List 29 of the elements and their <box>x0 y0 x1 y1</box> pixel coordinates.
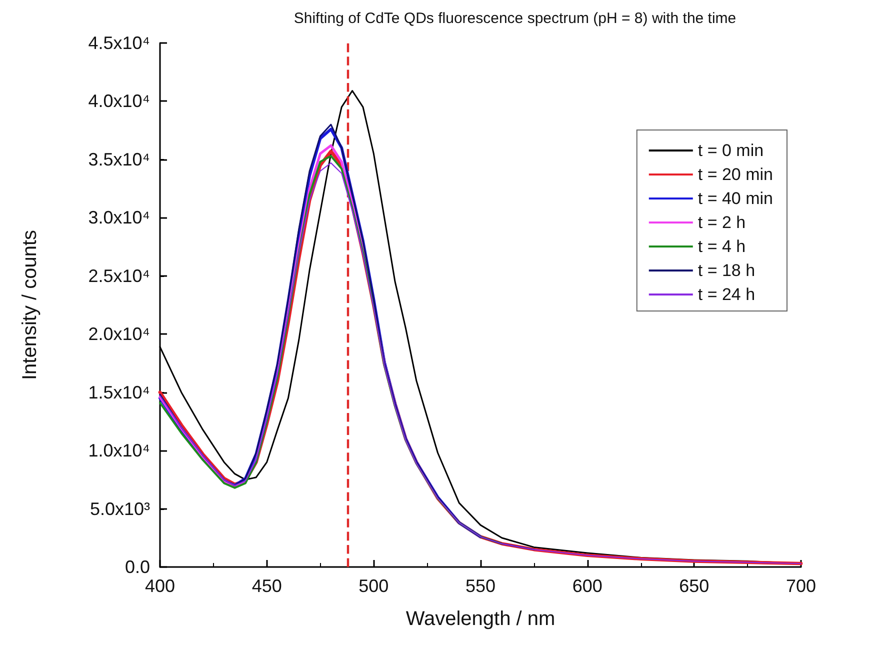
y-tick-label: 2.0x10⁴ <box>88 324 150 344</box>
x-tick-label: 700 <box>786 576 816 596</box>
y-tick-label: 4.0x10⁴ <box>88 91 150 112</box>
legend-label: t = 40 min <box>698 189 774 208</box>
legend-label: t = 2 h <box>698 213 746 232</box>
chart-title: Shifting of CdTe QDs fluorescence spectrum (pH = 8) with the time <box>294 10 736 27</box>
x-tick-label: 650 <box>679 576 710 596</box>
y-tick-label: 0.0 <box>124 557 150 577</box>
legend-label: t = 18 h <box>698 261 756 280</box>
y-tick-label: 3.5x10⁴ <box>88 149 150 170</box>
x-tick-label: 600 <box>572 576 602 596</box>
x-axis-title: Wavelength / nm <box>406 608 556 630</box>
y-tick-label: 2.5x10⁴ <box>88 266 150 286</box>
y-tick-label: 5.0x10³ <box>90 498 150 519</box>
y-tick-label: 3.0x10⁴ <box>88 208 150 228</box>
y-tick-label: 1.0x10⁴ <box>88 440 150 461</box>
line-series <box>158 144 439 500</box>
y-axis-title: Intensity / counts <box>19 230 41 380</box>
legend-label: t = 24 h <box>698 285 756 304</box>
legend-label: t = 0 min <box>698 141 764 160</box>
legend-label: t = 4 h <box>698 237 746 256</box>
x-tick-label: 450 <box>252 576 282 596</box>
y-tick-label: 1.5x10⁴ <box>88 382 150 402</box>
x-tick-label: 550 <box>465 576 496 596</box>
legend-label: t = 20 min <box>698 165 774 184</box>
x-tick-label: 400 <box>144 576 176 596</box>
line-series <box>159 124 535 550</box>
y-tick-label: 4.5x10⁴ <box>88 33 150 53</box>
x-tick-label: 500 <box>358 576 389 596</box>
